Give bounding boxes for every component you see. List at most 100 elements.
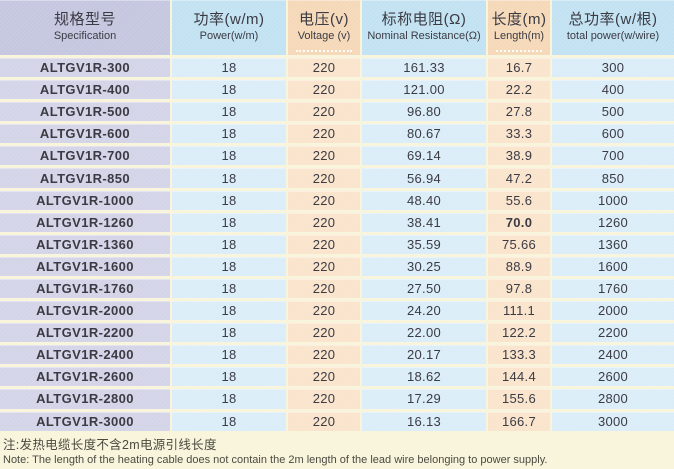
value-cell: 18: [172, 323, 286, 343]
footnote-english: Note: The length of the heating cable do…: [3, 453, 548, 466]
column-header-2: 功率(w/m) Power(w/m): [172, 0, 286, 55]
value-cell: 38.41: [362, 212, 486, 232]
value-cell: 2800: [552, 389, 674, 409]
value-cell: 3000: [552, 411, 674, 431]
value-cell: 220: [288, 367, 360, 387]
model-cell: ALTGV1R-1760: [0, 278, 170, 299]
value-cell: 70.0: [488, 212, 550, 232]
column-header-5: 长度(m) Length(m): [488, 0, 550, 55]
value-cell: 1760: [552, 278, 674, 299]
value-cell: 22.00: [362, 323, 486, 343]
value-cell: 18.62: [362, 367, 486, 387]
value-cell: 97.8: [488, 278, 550, 299]
value-cell: 700: [552, 146, 674, 166]
model-cell: ALTGV1R-2000: [0, 301, 170, 321]
value-cell: 121.00: [362, 80, 486, 100]
value-cell: 144.4: [488, 367, 550, 387]
value-cell: 18: [172, 190, 286, 210]
column-header-3: 电压(v) Voltage (v): [288, 0, 360, 55]
column-header-zh: 功率(w/m): [193, 11, 265, 29]
value-cell: 111.1: [488, 301, 550, 321]
value-cell: 166.7: [488, 411, 550, 431]
value-cell: 18: [172, 389, 286, 409]
column-header-en: Specification: [53, 30, 117, 43]
value-cell: 27.8: [488, 102, 550, 122]
value-cell: 1600: [552, 256, 674, 276]
value-cell: 220: [288, 168, 360, 188]
value-cell: 220: [288, 102, 360, 122]
value-cell: 155.6: [488, 389, 550, 409]
value-cell: 220: [288, 124, 360, 144]
value-cell: 16.13: [362, 411, 486, 431]
table-footnotes: 注:发热电缆长度不含2m电源引线长度 Note: The length of t…: [0, 431, 674, 468]
model-cell: ALTGV1R-1360: [0, 234, 170, 254]
value-cell: 220: [288, 323, 360, 343]
value-cell: 33.3: [488, 124, 550, 144]
model-cell: ALTGV1R-400: [0, 80, 170, 100]
column-header-zh: 长度(m): [491, 11, 547, 29]
value-cell: 220: [288, 58, 360, 78]
column-header-en: total power(w/wire): [566, 30, 660, 43]
value-cell: 220: [288, 146, 360, 166]
column-header-zh: 总功率(w/根): [568, 11, 658, 29]
value-cell: 18: [172, 234, 286, 254]
model-cell: ALTGV1R-2600: [0, 367, 170, 387]
model-cell: ALTGV1R-600: [0, 124, 170, 144]
value-cell: 18: [172, 278, 286, 299]
value-cell: 600: [552, 124, 674, 144]
value-cell: 18: [172, 168, 286, 188]
model-cell: ALTGV1R-300: [0, 58, 170, 78]
value-cell: 18: [172, 411, 286, 431]
value-cell: 2200: [552, 323, 674, 343]
spec-table: 规格型号 Specification 功率(w/m) Power(w/m) 电压(v) V…: [0, 0, 674, 431]
model-cell: ALTGV1R-1000: [0, 190, 170, 210]
value-cell: 75.66: [488, 234, 550, 254]
column-header-en: Power(w/m): [199, 30, 259, 43]
value-cell: 2000: [552, 301, 674, 321]
value-cell: 69.14: [362, 146, 486, 166]
value-cell: 133.3: [488, 345, 550, 365]
value-cell: 220: [288, 389, 360, 409]
footnote-chinese: 注:发热电缆长度不含2m电源引线长度: [3, 437, 217, 452]
column-header-4: 标称电阻(Ω) Nominal Resistance(Ω): [362, 0, 486, 55]
value-cell: 35.59: [362, 234, 486, 254]
value-cell: 1260: [552, 212, 674, 232]
value-cell: 220: [288, 212, 360, 232]
value-cell: 38.9: [488, 146, 550, 166]
value-cell: 161.33: [362, 58, 486, 78]
value-cell: 18: [172, 212, 286, 232]
value-cell: 18: [172, 102, 286, 122]
value-cell: 18: [172, 301, 286, 321]
value-cell: 300: [552, 58, 674, 78]
value-cell: 18: [172, 124, 286, 144]
model-cell: ALTGV1R-850: [0, 168, 170, 188]
column-header-6: 总功率(w/根) total power(w/wire): [552, 0, 674, 55]
model-cell: ALTGV1R-1600: [0, 256, 170, 276]
column-header-1: 规格型号 Specification: [0, 0, 170, 55]
column-header-zh: 规格型号: [53, 11, 116, 29]
value-cell: 96.80: [362, 102, 486, 122]
value-cell: 18: [172, 367, 286, 387]
model-cell: ALTGV1R-2800: [0, 389, 170, 409]
value-cell: 220: [288, 256, 360, 276]
value-cell: 1360: [552, 234, 674, 254]
value-cell: 500: [552, 102, 674, 122]
value-cell: 17.29: [362, 389, 486, 409]
value-cell: 20.17: [362, 345, 486, 365]
value-cell: 18: [172, 345, 286, 365]
value-cell: 18: [172, 58, 286, 78]
value-cell: 2600: [552, 367, 674, 387]
model-cell: ALTGV1R-2200: [0, 323, 170, 343]
model-cell: ALTGV1R-3000: [0, 411, 170, 431]
column-header-en: Voltage (v): [297, 30, 351, 43]
column-header-zh: 电压(v): [299, 11, 349, 29]
value-cell: 122.2: [488, 323, 550, 343]
model-cell: ALTGV1R-1260: [0, 212, 170, 232]
value-cell: 1000: [552, 190, 674, 210]
value-cell: 220: [288, 301, 360, 321]
value-cell: 220: [288, 80, 360, 100]
value-cell: 80.67: [362, 124, 486, 144]
value-cell: 220: [288, 278, 360, 299]
value-cell: 56.94: [362, 168, 486, 188]
value-cell: 16.7: [488, 58, 550, 78]
